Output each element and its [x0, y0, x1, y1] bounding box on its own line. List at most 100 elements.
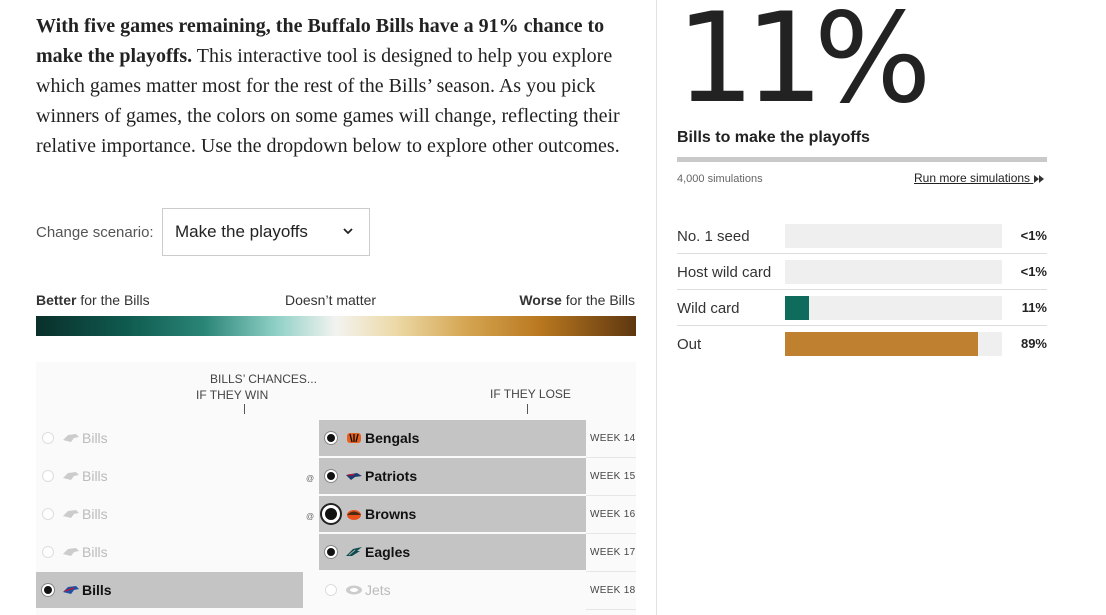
outcome-percent: 11%	[1021, 300, 1047, 315]
radio-bengals-week14[interactable]	[325, 432, 337, 444]
row-divider	[586, 571, 636, 572]
radio-bills-week18[interactable]	[42, 584, 54, 596]
outcome-row: Out 89%	[677, 326, 1047, 362]
outcome-bar-track	[785, 296, 1002, 320]
if-win-line2: IF THEY WIN	[196, 388, 269, 402]
team-name: Bills	[82, 506, 108, 522]
outcome-percent: <1%	[1020, 264, 1047, 279]
jets-logo-icon	[346, 585, 362, 595]
game-4-right-team[interactable]: Eagles	[319, 534, 586, 570]
playoff-probability-big: 11%	[676, 0, 932, 131]
outcome-row: No. 1 seed <1%	[677, 218, 1047, 254]
outcome-percent: 89%	[1020, 336, 1047, 351]
importance-color-scale	[36, 316, 636, 336]
team-name: Eagles	[365, 544, 411, 560]
game-2-right-team[interactable]: Patriots	[319, 458, 586, 494]
row-divider	[586, 609, 636, 610]
legend-better: Better for the Bills	[36, 292, 150, 308]
row-divider	[586, 457, 636, 458]
radio-eagles-week17[interactable]	[325, 546, 337, 558]
simulation-count: 4,000 simulations	[677, 173, 763, 185]
outcome-percent: <1%	[1020, 228, 1047, 243]
outcome-bar-track	[785, 260, 1002, 284]
bills-logo-icon	[63, 434, 79, 442]
if-lose-tick	[527, 404, 528, 414]
if-lose-header: IF THEY LOSE	[490, 387, 571, 401]
outcome-label: Wild card	[677, 300, 740, 317]
radio-bills-week15[interactable]	[42, 470, 54, 482]
bills-logo-icon	[63, 510, 79, 518]
radio-bills-week17[interactable]	[42, 546, 54, 558]
outcome-row: Wild card 11%	[677, 290, 1047, 326]
outcome-label: Host wild card	[677, 264, 772, 281]
patriots-logo-icon	[346, 473, 362, 480]
team-name: Bills	[82, 468, 108, 484]
bills-logo-icon	[63, 472, 79, 480]
bengals-logo-icon	[347, 433, 361, 443]
intro-paragraph: With five games remaining, the Buffalo B…	[36, 11, 636, 161]
scenario-selected: Make the playoffs	[175, 222, 308, 241]
run-more-simulations-link[interactable]: Run more simulations	[914, 171, 1045, 185]
intro-body: This interactive tool is designed to hel…	[36, 45, 620, 157]
week-label: WEEK 15	[590, 471, 636, 482]
outcome-bar-track	[785, 224, 1002, 248]
week-label: WEEK 17	[590, 547, 636, 558]
radio-browns-week16[interactable]	[322, 505, 340, 523]
team-name: Jets	[365, 582, 391, 598]
team-name: Browns	[365, 506, 417, 522]
game-3-right-team[interactable]: Browns	[319, 496, 586, 532]
row-divider	[586, 495, 636, 496]
simulation-progress-bar	[677, 157, 1047, 162]
radio-jets-week18[interactable]	[325, 584, 337, 596]
away-marker: @	[306, 512, 315, 521]
team-name: Bills	[82, 430, 108, 446]
eagles-logo-icon	[346, 547, 362, 556]
scenario-label: Change scenario:	[36, 224, 154, 241]
legend-better-bold: Better	[36, 292, 77, 308]
browns-logo-icon	[347, 510, 361, 520]
chevron-down-icon	[343, 228, 353, 235]
game-1-right-team[interactable]: Bengals	[319, 420, 586, 456]
legend-better-rest: for the Bills	[76, 292, 150, 308]
playoff-probability-caption: Bills to make the playoffs	[677, 129, 870, 146]
game-1-left-team[interactable]: Bills	[36, 420, 303, 456]
row-divider	[586, 533, 636, 534]
fast-forward-icon	[1034, 174, 1045, 183]
team-name: Patriots	[365, 468, 418, 484]
game-2-left-team[interactable]: Bills	[36, 458, 303, 494]
week-label: WEEK 18	[590, 585, 636, 596]
week-label: WEEK 16	[590, 509, 636, 520]
week-label: WEEK 14	[590, 433, 636, 444]
legend-worse-rest: for the Bills	[561, 292, 635, 308]
outcome-label: No. 1 seed	[677, 228, 750, 245]
outcome-bar-track	[785, 332, 1002, 356]
game-5-left-team[interactable]: Bills	[36, 572, 303, 608]
bills-logo-icon	[63, 586, 79, 594]
bills-logo-icon	[63, 548, 79, 556]
legend-worse: Worse for the Bills	[510, 292, 635, 308]
if-win-line1: BILLS’ CHANCES...	[210, 372, 317, 386]
outcome-bar-fill	[785, 332, 979, 356]
team-name: Bills	[82, 544, 108, 560]
column-divider	[656, 0, 657, 615]
radio-bills-week16[interactable]	[42, 508, 54, 520]
game-3-left-team[interactable]: Bills	[36, 496, 303, 532]
outcome-bar-fill	[785, 296, 809, 320]
run-more-label: Run more simulations	[914, 171, 1031, 185]
game-4-left-team[interactable]: Bills	[36, 534, 303, 570]
outcome-label: Out	[677, 336, 702, 353]
radio-bills-week14[interactable]	[42, 432, 54, 444]
if-win-header: BILLS’ CHANCES... IF THEY WIN	[196, 371, 317, 403]
legend-worse-bold: Worse	[519, 292, 562, 308]
if-win-tick	[244, 404, 245, 414]
intro-bold: With five games remaining, the Buffalo B…	[36, 15, 605, 67]
scenario-dropdown[interactable]: Make the playoffs	[162, 208, 370, 256]
legend-neutral: Doesn’t matter	[285, 292, 377, 308]
radio-patriots-week15[interactable]	[325, 470, 337, 482]
outcome-row: Host wild card <1%	[677, 254, 1047, 290]
simulation-progress-fill	[677, 157, 1047, 162]
game-5-right-team[interactable]: Jets	[319, 572, 586, 608]
team-name: Bengals	[365, 430, 420, 446]
away-marker: @	[306, 474, 315, 483]
team-name: Bills	[82, 582, 112, 598]
